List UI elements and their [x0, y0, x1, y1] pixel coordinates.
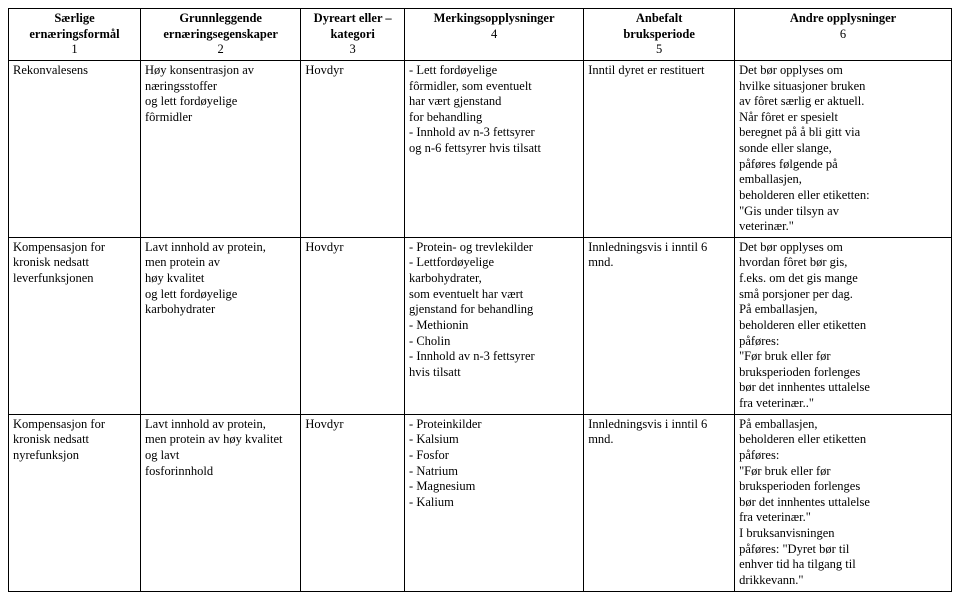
table-row: Kompensasjon for kronisk nedsatt leverfu… — [9, 237, 952, 414]
table-row: Rekonvalesens Høy konsentrasjon av nærin… — [9, 60, 952, 237]
table-header: Særlige ernæringsformål 1 Grunnleggende … — [9, 9, 952, 61]
cell-r1-c1: Kompensasjon for kronisk nedsatt leverfu… — [9, 237, 141, 414]
header-title-1: Særlige ernæringsformål — [13, 11, 136, 42]
cell-r1-c3: Hovdyr — [301, 237, 405, 414]
cell-r2-c2: Lavt innhold av protein, men protein av … — [141, 414, 301, 591]
header-title-5: Anbefalt bruksperiode — [588, 11, 730, 42]
header-cell-1: Særlige ernæringsformål 1 — [9, 9, 141, 61]
header-num-2: 2 — [145, 42, 296, 58]
cell-r1-c4: - Protein- og trevlekilder - Lettfordøye… — [405, 237, 584, 414]
cell-r1-c6: Det bør opplyses om hvordan fôret bør gi… — [735, 237, 952, 414]
header-title-3: Dyreart eller – kategori — [305, 11, 400, 42]
header-cell-5: Anbefalt bruksperiode 5 — [584, 9, 735, 61]
header-title-4: Merkingsopplysninger — [409, 11, 579, 27]
header-cell-3: Dyreart eller – kategori 3 — [301, 9, 405, 61]
header-num-4: 4 — [409, 27, 579, 43]
table-body: Rekonvalesens Høy konsentrasjon av nærin… — [9, 60, 952, 591]
cell-r2-c4: - Proteinkilder - Kalsium - Fosfor - Nat… — [405, 414, 584, 591]
header-num-5: 5 — [588, 42, 730, 58]
table-row: Kompensasjon for kronisk nedsatt nyrefun… — [9, 414, 952, 591]
cell-r0-c2: Høy konsentrasjon av næringsstoffer og l… — [141, 60, 301, 237]
header-cell-6: Andre opplysninger 6 — [735, 9, 952, 61]
cell-r2-c3: Hovdyr — [301, 414, 405, 591]
cell-r2-c6: På emballasjen, beholderen eller etikett… — [735, 414, 952, 591]
header-num-1: 1 — [13, 42, 136, 58]
header-num-6: 6 — [739, 27, 947, 43]
cell-r0-c1: Rekonvalesens — [9, 60, 141, 237]
nutrition-table: Særlige ernæringsformål 1 Grunnleggende … — [8, 8, 952, 592]
cell-r2-c1: Kompensasjon for kronisk nedsatt nyrefun… — [9, 414, 141, 591]
header-title-2: Grunnleggende ernæringsegenskaper — [145, 11, 296, 42]
cell-r0-c3: Hovdyr — [301, 60, 405, 237]
header-title-6: Andre opplysninger — [739, 11, 947, 27]
header-cell-4: Merkingsopplysninger 4 — [405, 9, 584, 61]
cell-r0-c5: Inntil dyret er restituert — [584, 60, 735, 237]
cell-r0-c6: Det bør opplyses om hvilke situasjoner b… — [735, 60, 952, 237]
header-row: Særlige ernæringsformål 1 Grunnleggende … — [9, 9, 952, 61]
cell-r1-c5: Innledningsvis i inntil 6 mnd. — [584, 237, 735, 414]
cell-r1-c2: Lavt innhold av protein, men protein av … — [141, 237, 301, 414]
header-cell-2: Grunnleggende ernæringsegenskaper 2 — [141, 9, 301, 61]
cell-r2-c5: Innledningsvis i inntil 6 mnd. — [584, 414, 735, 591]
cell-r0-c4: - Lett fordøyelige fôrmidler, som eventu… — [405, 60, 584, 237]
header-num-3: 3 — [305, 42, 400, 58]
